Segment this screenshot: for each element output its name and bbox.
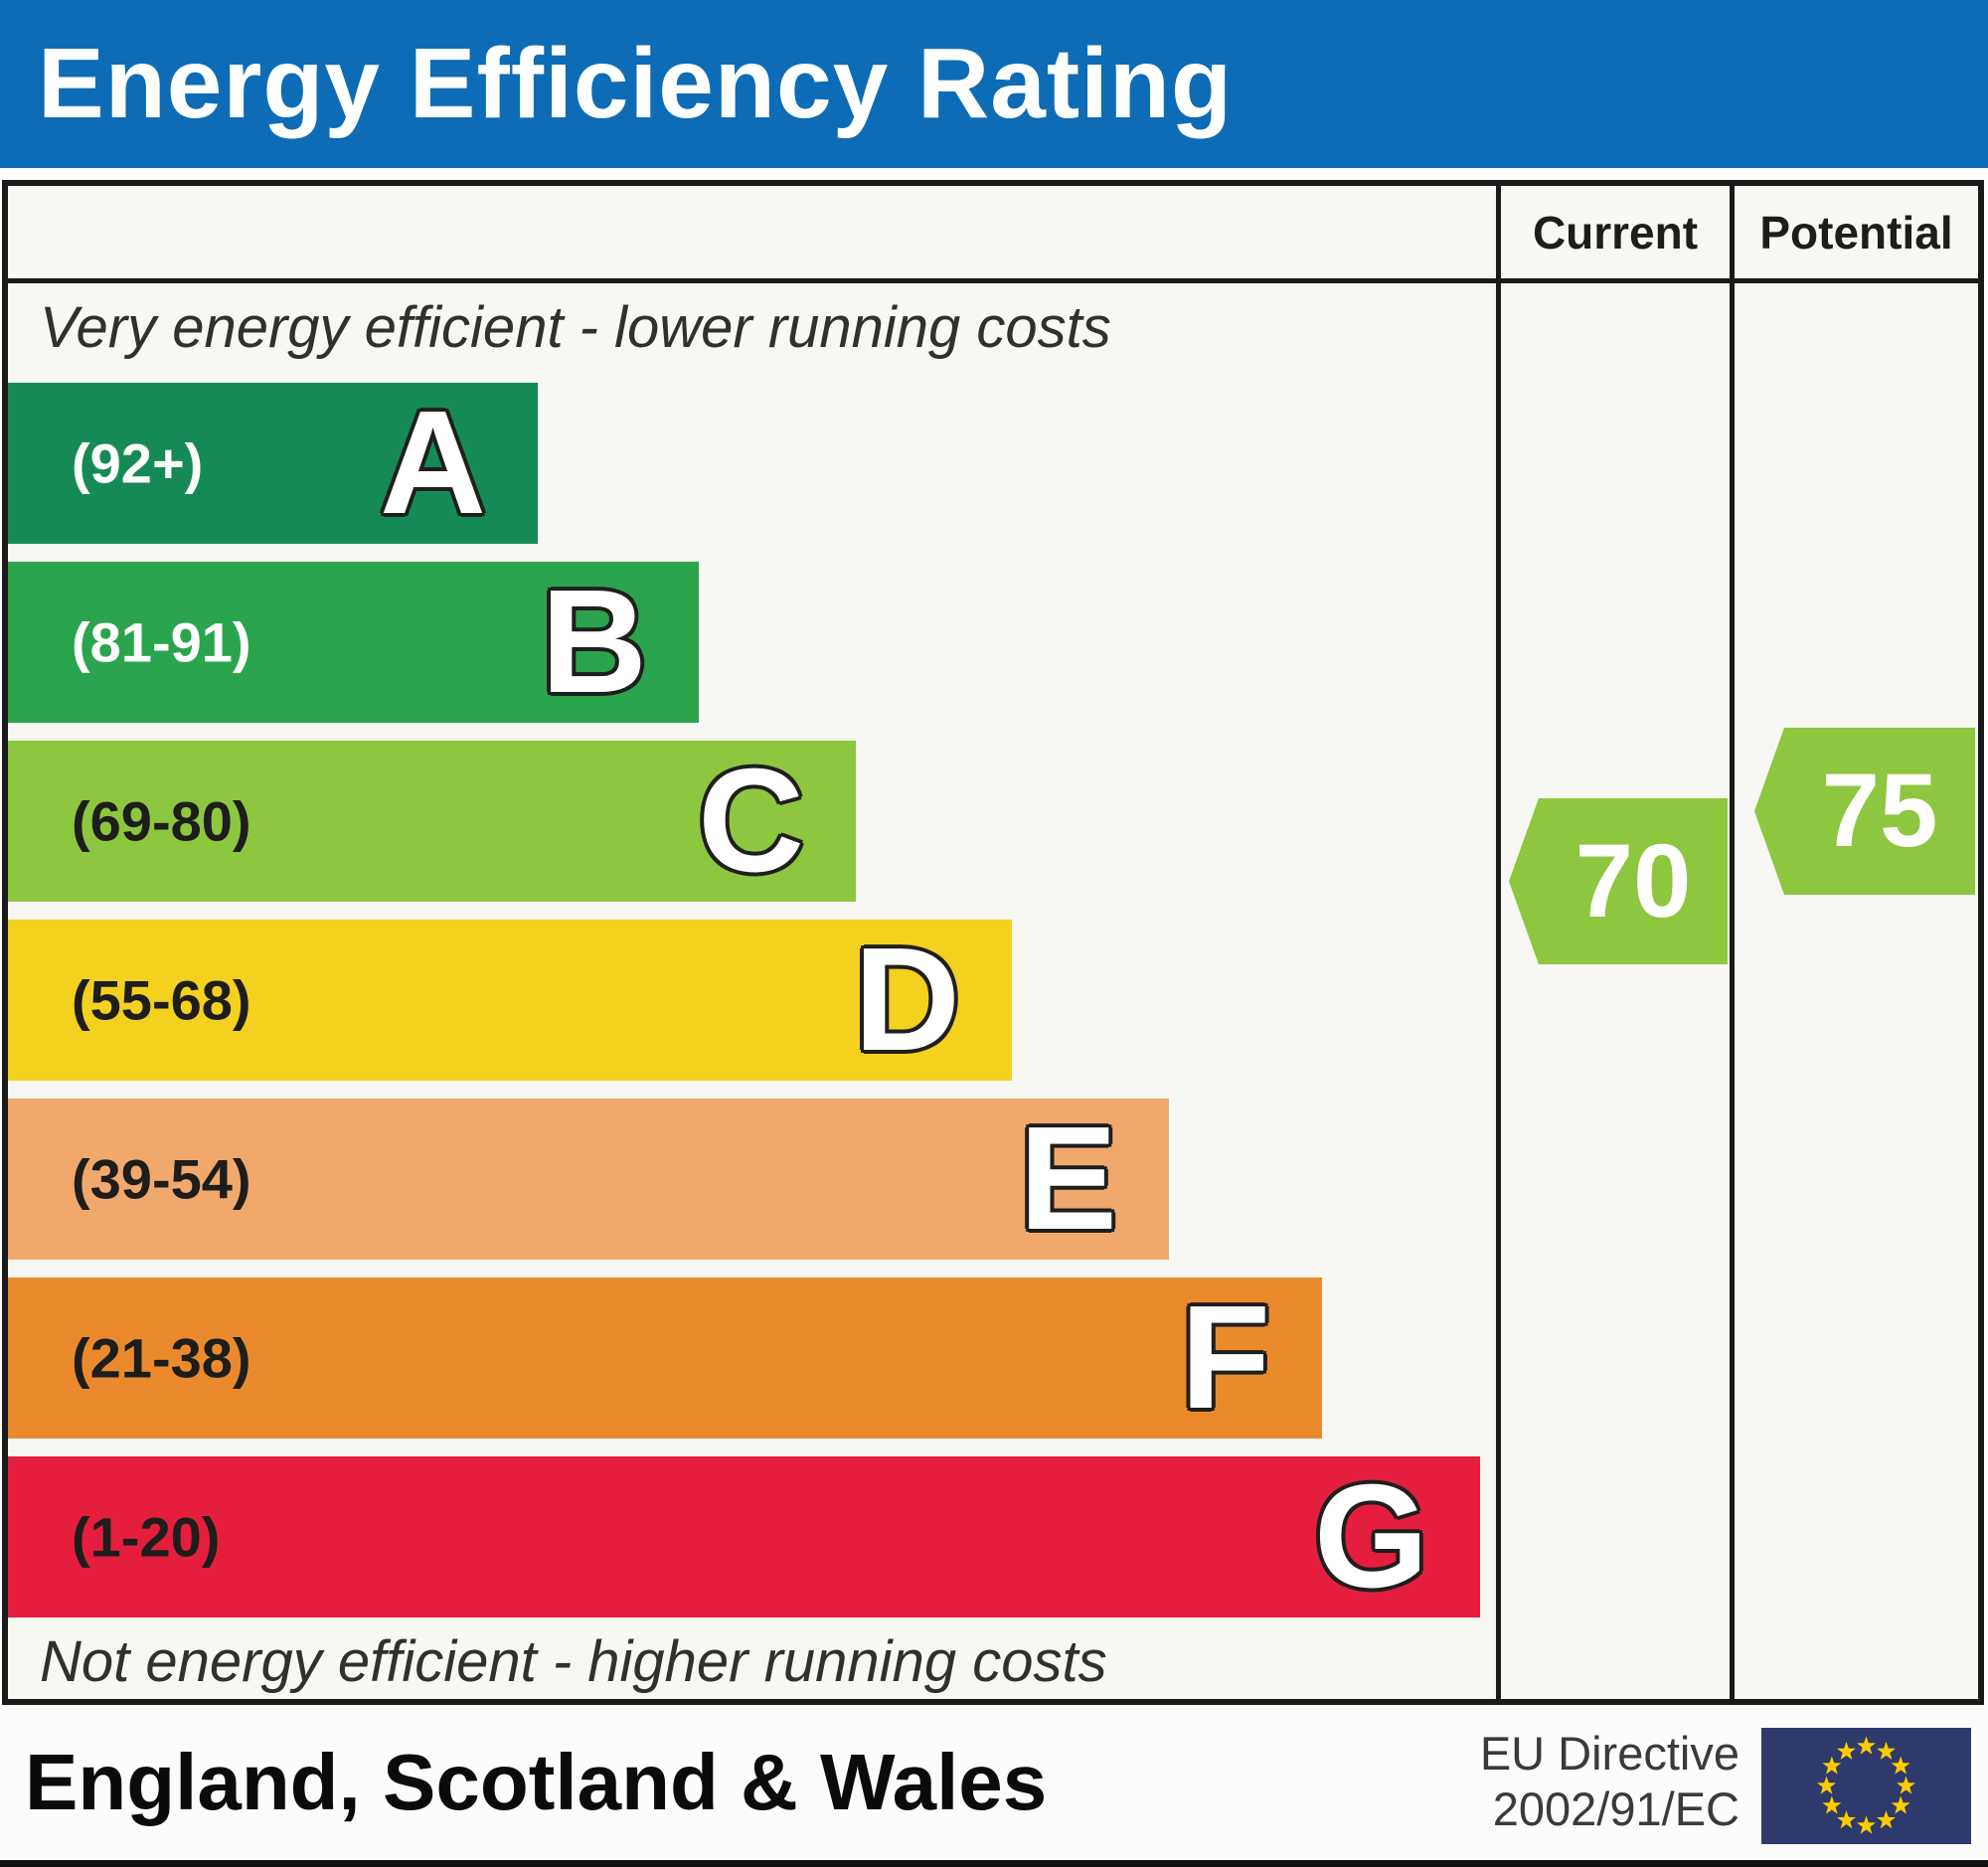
band-letter: D <box>854 918 960 1082</box>
band-letter: C <box>698 739 804 903</box>
potential-rating-arrow: 75 <box>1754 728 1975 895</box>
title-bar: Energy Efficiency Rating <box>0 0 1988 168</box>
band-range-label: (81-91) <box>72 610 251 674</box>
band-range-label: (69-80) <box>72 789 251 853</box>
band-range-label: (39-54) <box>72 1147 251 1211</box>
current-rating-arrow: 70 <box>1509 798 1728 964</box>
footer: England, Scotland & Wales EU Directive 2… <box>0 1705 1988 1867</box>
potential-column-header: Potential <box>1759 206 1953 258</box>
eu-directive-line1: EU Directive <box>1479 1727 1740 1780</box>
rating-table: Current Potential Very energy efficient … <box>2 180 1984 1705</box>
potential-rating-value: 75 <box>1821 753 1938 869</box>
bottom-note: Not energy efficient - higher running co… <box>40 1629 1107 1694</box>
top-note: Very energy efficient - lower running co… <box>40 295 1111 360</box>
rating-band-G: (1-20) G <box>8 1456 1480 1617</box>
band-range-label: (21-38) <box>72 1326 251 1390</box>
band-letter: F <box>1180 1275 1270 1440</box>
band-letter: B <box>541 560 647 724</box>
current-column-divider <box>1496 186 1501 1699</box>
region-label: England, Scotland & Wales <box>25 1738 1048 1826</box>
band-range-label: (1-20) <box>72 1505 221 1569</box>
eu-directive-line2: 2002/91/EC <box>1492 1782 1740 1835</box>
band-letter: G <box>1313 1454 1428 1618</box>
rating-band-F: (21-38) F <box>8 1277 1322 1439</box>
rating-band-A: (92+) A <box>8 383 538 544</box>
band-range-label: (92+) <box>72 431 204 495</box>
rating-band-D: (55-68) D <box>8 920 1012 1081</box>
band-range-label: (55-68) <box>72 968 251 1032</box>
current-column-header: Current <box>1532 206 1699 258</box>
band-letter: E <box>1019 1097 1117 1261</box>
potential-column-divider <box>1730 186 1735 1699</box>
header-row-divider <box>8 278 1978 283</box>
band-letter: A <box>380 381 486 545</box>
current-rating-value: 70 <box>1574 822 1692 939</box>
rating-band-E: (39-54) E <box>8 1099 1169 1260</box>
rating-band-C: (69-80) C <box>8 741 856 902</box>
eu-flag-icon <box>1761 1728 1971 1844</box>
rating-band-B: (81-91) B <box>8 562 699 723</box>
page-title: Energy Efficiency Rating <box>38 28 1234 139</box>
eu-directive-label: EU Directive 2002/91/EC <box>1480 1726 1740 1837</box>
